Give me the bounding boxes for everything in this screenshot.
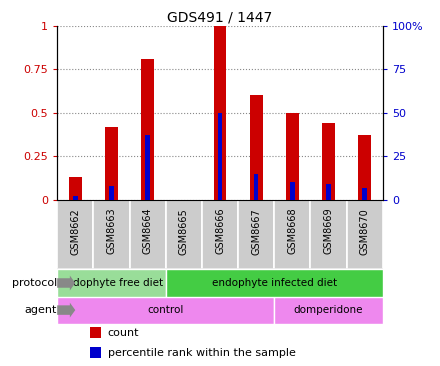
FancyArrow shape — [57, 276, 75, 291]
Bar — [73, 196, 77, 200]
Text: GSM8664: GSM8664 — [143, 208, 153, 254]
Bar — [214, 26, 226, 200]
Bar — [286, 113, 299, 200]
Bar — [146, 135, 150, 200]
Bar — [274, 296, 383, 324]
Text: GSM8662: GSM8662 — [70, 208, 80, 254]
Bar — [274, 200, 311, 269]
Bar — [166, 200, 202, 269]
Text: protocol: protocol — [12, 278, 57, 288]
Text: agent: agent — [25, 305, 57, 315]
Bar — [69, 177, 82, 200]
Bar — [359, 135, 371, 200]
Bar — [290, 182, 294, 200]
Text: GSM8663: GSM8663 — [106, 208, 117, 254]
Text: control: control — [147, 305, 184, 315]
Text: percentile rank within the sample: percentile rank within the sample — [108, 348, 296, 358]
Bar — [363, 188, 367, 200]
Text: domperidone: domperidone — [294, 305, 363, 315]
Bar — [322, 123, 335, 200]
Bar — [57, 296, 274, 324]
FancyArrow shape — [57, 303, 75, 318]
Bar — [105, 127, 118, 200]
Bar — [326, 184, 331, 200]
Bar — [311, 200, 347, 269]
Bar — [90, 347, 101, 358]
Bar — [109, 186, 114, 200]
Bar — [254, 173, 258, 200]
Text: GSM8667: GSM8667 — [251, 208, 261, 254]
Text: endophyte infected diet: endophyte infected diet — [212, 278, 337, 288]
Bar — [57, 200, 93, 269]
Text: GSM8665: GSM8665 — [179, 208, 189, 254]
Text: GSM8670: GSM8670 — [360, 208, 370, 254]
Bar — [141, 59, 154, 200]
Title: GDS491 / 1447: GDS491 / 1447 — [167, 11, 273, 25]
Bar — [202, 200, 238, 269]
Bar — [129, 200, 166, 269]
Text: GSM8666: GSM8666 — [215, 208, 225, 254]
Text: GSM8668: GSM8668 — [287, 208, 297, 254]
Text: GSM8669: GSM8669 — [323, 208, 334, 254]
Bar — [90, 327, 101, 338]
Text: endophyte free diet: endophyte free diet — [60, 278, 163, 288]
Bar — [347, 200, 383, 269]
Bar — [93, 200, 129, 269]
Bar — [238, 200, 274, 269]
Bar — [57, 269, 166, 296]
Bar — [218, 113, 222, 200]
Text: count: count — [108, 328, 139, 337]
Bar — [166, 269, 383, 296]
Bar — [250, 95, 263, 200]
